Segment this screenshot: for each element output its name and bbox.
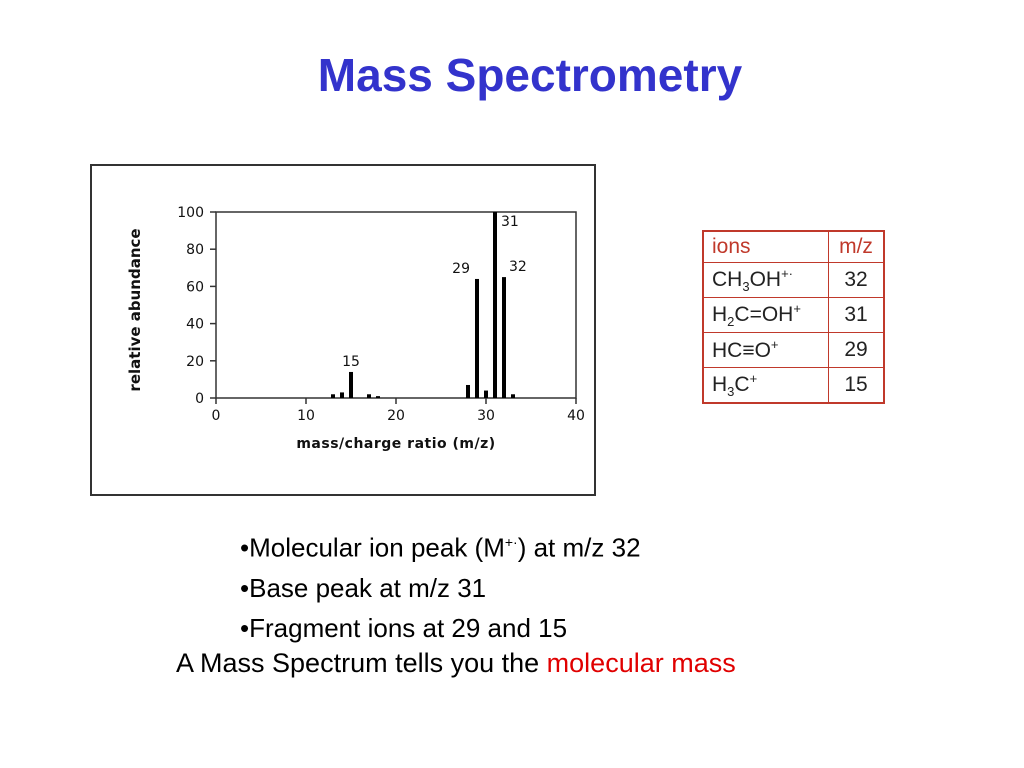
mass-spectrum-chart: 0 20 40 60 80 100 0 10 20 30 40 15 29 31 32 mass/charge… — [90, 164, 596, 496]
x-tick-label: 30 — [477, 408, 495, 424]
spectrum-peak — [376, 396, 380, 398]
spectrum-peak — [493, 212, 497, 398]
conclusion-highlight: molecular mass — [546, 648, 736, 678]
ion-formula: H2C=OH+ — [702, 297, 829, 333]
conclusion-lead: A Mass Spectrum tells you the — [176, 648, 547, 678]
ion-table: ions m/z CH3OH+· 32 H2C=OH+ 31 HC≡O+ 29 H3C+ 15 — [702, 230, 885, 404]
ion-formula: HC≡O+ — [702, 332, 829, 368]
ion-table-header-mz: m/z — [828, 230, 885, 263]
y-tick-label: 0 — [195, 391, 204, 407]
bullet-molecular-ion-post: ) at m/z 32 — [517, 532, 641, 563]
spectrum-peak — [340, 392, 344, 398]
x-tick-label: 10 — [297, 408, 315, 424]
bullet-base-peak: •Base peak at m/z 31 — [240, 572, 487, 603]
spectrum-peak — [484, 390, 488, 398]
plot-frame — [215, 211, 577, 399]
spectrum-peak — [475, 278, 479, 398]
ion-formula: H3C+ — [702, 367, 829, 404]
bullet-molecular-ion-pre: •Molecular ion peak (M — [240, 532, 505, 563]
ion-table-header-row: ions m/z — [702, 230, 885, 263]
y-axis-title: relative abundance — [126, 228, 144, 391]
peak-label: 29 — [452, 261, 470, 277]
ion-formula-part: OH — [749, 267, 782, 291]
slide-title: Mass Spectrometry — [317, 49, 743, 101]
spectrum-peak — [349, 371, 353, 398]
peak-label: 31 — [501, 214, 519, 230]
peak-label: 32 — [509, 259, 527, 275]
spectrum-peak — [466, 384, 470, 398]
bullet-molecular-ion: •Molecular ion peak (M+·) at m/z 32 — [240, 522, 641, 568]
y-tick-label: 60 — [186, 279, 204, 295]
bullet-fragment-ions: •Fragment ions at 29 and 15 — [240, 612, 568, 643]
spectrum-peak — [502, 277, 506, 398]
ion-table-row: CH3OH+· 32 — [702, 262, 885, 298]
ion-mz-value: 32 — [828, 262, 885, 298]
ion-table-row: H3C+ 15 — [702, 367, 885, 404]
radical-cation-symbol: +· — [504, 534, 518, 550]
y-tick-label: 80 — [186, 242, 204, 258]
ion-formula-part: 3 — [742, 279, 750, 295]
ion-mz-value: 29 — [828, 332, 885, 368]
ion-formula-part: C — [734, 372, 750, 396]
ion-formula-part: + — [770, 337, 779, 352]
ion-table-row: HC≡O+ 29 — [702, 332, 885, 368]
spectrum-peak — [511, 394, 515, 398]
ion-formula-part: +· — [781, 265, 793, 281]
ion-formula-part: HC≡O — [712, 339, 771, 362]
ion-table-header-ions: ions — [702, 230, 829, 263]
ion-table-body: CH3OH+· 32 H2C=OH+ 31 HC≡O+ 29 H3C+ 15 — [702, 262, 885, 404]
peak-label: 15 — [342, 354, 360, 370]
conclusion-text: A Mass Spectrum tells you the molecular … — [176, 648, 736, 679]
ion-formula-part: H — [712, 372, 728, 396]
spectrum-peak — [331, 394, 335, 398]
y-tick-label: 40 — [186, 317, 204, 333]
y-tick-label: 20 — [186, 354, 204, 370]
x-tick-label: 0 — [212, 408, 221, 424]
ion-formula-part: C=OH — [734, 302, 794, 326]
spectrum-peak — [367, 394, 371, 398]
ion-formula-part: 3 — [727, 384, 735, 400]
ion-formula-part: CH — [712, 267, 743, 291]
spectrum-svg: 0 20 40 60 80 100 0 10 20 30 40 15 29 31 32 mass/charge… — [126, 205, 585, 452]
ion-mz-value: 15 — [828, 367, 885, 404]
x-tick-label: 40 — [567, 408, 585, 424]
ion-formula-part: H — [712, 302, 728, 326]
ion-formula-part: 2 — [727, 314, 735, 330]
y-tick-label: 100 — [177, 205, 204, 221]
x-axis-title: mass/charge ratio (m/z) — [296, 436, 495, 452]
x-tick-label: 20 — [387, 408, 405, 424]
ion-mz-value: 31 — [828, 297, 885, 333]
bullet-list: •Molecular ion peak (M+·) at m/z 32 •Bas… — [240, 522, 641, 648]
ion-formula-part: + — [749, 370, 758, 386]
ion-formula-part: + — [793, 300, 801, 316]
ion-formula: CH3OH+· — [702, 262, 829, 298]
ion-table-row: H2C=OH+ 31 — [702, 297, 885, 333]
